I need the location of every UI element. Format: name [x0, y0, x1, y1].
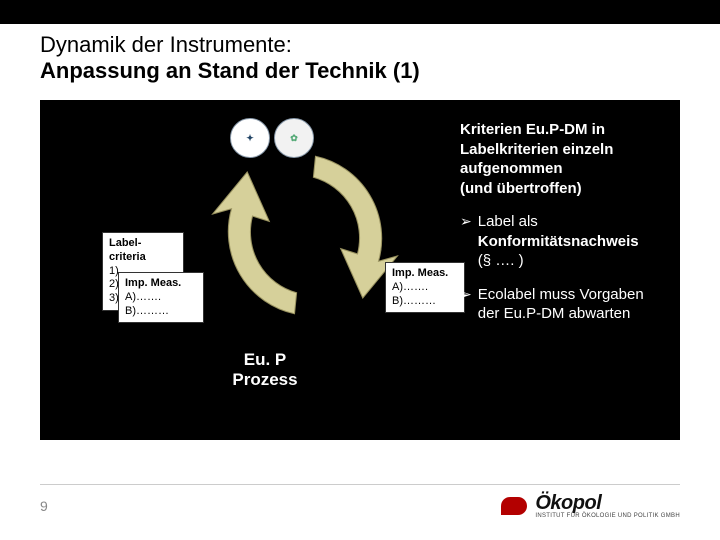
b1-l2: Konformitätsnachweis [478, 232, 668, 252]
brand-subline: Institut für Ökologie und Politik GmbH [535, 513, 680, 519]
bullet-1-icon: ➢ [460, 212, 472, 271]
label-criteria-header: Label- criteria [109, 237, 177, 265]
eup-line2: Prozess [215, 370, 315, 390]
imp-meas-right-lines: A)……. B)……… [392, 281, 458, 309]
eco-badges: ✦ ✿ [230, 114, 320, 164]
bullet-1: ➢ Label als Konformitätsnachweis (§ …. ) [460, 212, 668, 271]
imp-meas-left-box: Imp. Meas. A)……. B)……… [118, 272, 204, 323]
bullet-1-text: Label als Konformitätsnachweis (§ …. ) [478, 212, 668, 271]
right-column: Kriterien Eu.P-DM in Labelkriterien einz… [460, 120, 668, 338]
imp-meas-right-header: Imp. Meas. [392, 267, 458, 281]
crit-l1: Kriterien Eu.P-DM in [460, 120, 668, 140]
page-number: 9 [40, 498, 48, 514]
brand-mark-icon [501, 497, 527, 515]
b2-l1: Ecolabel muss Vorgaben [478, 285, 668, 305]
title-line1: Dynamik der Instrumente: [40, 32, 680, 58]
footer: 9 Ökopol Institut für Ökologie und Polit… [0, 484, 720, 540]
bullet-2: ➢ Ecolabel muss Vorgaben der Eu.P-DM abw… [460, 285, 668, 324]
crit-l3: aufgenommen [460, 159, 668, 179]
title-line2: Anpassung an Stand der Technik (1) [40, 58, 680, 84]
crit-l2: Labelkriterien einzeln [460, 140, 668, 160]
diagram-area: ✦ ✿ Label- criteria 1)……. 2) 3) Imp. Mea… [40, 100, 680, 440]
b2-l2: der Eu.P-DM abwarten [478, 304, 668, 324]
title-block: Dynamik der Instrumente: Anpassung an St… [0, 24, 720, 96]
imp-meas-right-box: Imp. Meas. A)……. B)……… [385, 262, 465, 313]
criteria-paragraph: Kriterien Eu.P-DM in Labelkriterien einz… [460, 120, 668, 198]
brand-logo: Ökopol Institut für Ökologie und Politik… [501, 493, 680, 519]
eco-badge-1-icon: ✦ [230, 118, 270, 158]
eco-badge-2-icon: ✿ [274, 118, 314, 158]
imp-meas-left-lines: A)……. B)……… [125, 291, 197, 319]
brand-name: Ökopol [535, 493, 601, 513]
eup-prozess-label: Eu. P Prozess [215, 350, 315, 391]
crit-l4: (und übertroffen) [460, 179, 668, 199]
b1-l3: (§ …. ) [478, 251, 668, 271]
eup-line1: Eu. P [215, 350, 315, 370]
top-bar [0, 0, 720, 24]
bullet-2-icon: ➢ [460, 285, 472, 324]
b1-l1: Label als [478, 212, 668, 232]
bullet-2-text: Ecolabel muss Vorgaben der Eu.P-DM abwar… [478, 285, 668, 324]
imp-meas-left-header: Imp. Meas. [125, 277, 197, 291]
